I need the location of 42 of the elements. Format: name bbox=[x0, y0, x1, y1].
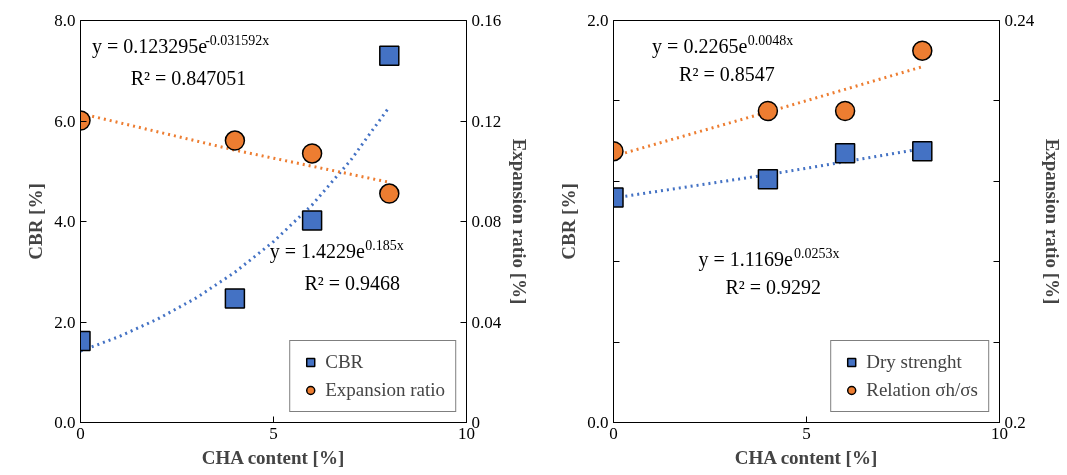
point bbox=[912, 40, 933, 61]
x-tick-label: 0 bbox=[609, 423, 618, 443]
y-tick-label: 0.0 bbox=[54, 413, 76, 432]
x-axis-title: CHA content [%] bbox=[201, 446, 345, 468]
legend-label: CBR bbox=[325, 351, 364, 373]
point bbox=[834, 100, 856, 122]
point bbox=[757, 100, 779, 122]
point bbox=[224, 288, 246, 309]
annotation: R² = 0.8547 bbox=[679, 62, 775, 85]
y-tick-label: 0.0 bbox=[587, 413, 609, 432]
x-axis-title: CHA content [%] bbox=[734, 446, 878, 468]
annotation: R² = 0.9468 bbox=[304, 271, 401, 294]
y2-axis-title: Expansion ratio [%] bbox=[509, 138, 531, 305]
y-tick-label: 2.0 bbox=[54, 312, 76, 332]
y-axis-title: CBR [%] bbox=[25, 183, 47, 260]
point bbox=[301, 143, 323, 164]
point bbox=[224, 130, 246, 151]
y-tick-label: 4.0 bbox=[54, 212, 76, 231]
point bbox=[379, 183, 400, 204]
point bbox=[912, 140, 933, 162]
y2-tick-label: 0.04 bbox=[471, 312, 502, 332]
y-axis-title: CBR [%] bbox=[558, 183, 580, 260]
point bbox=[757, 169, 779, 190]
annotation: R² = 0.9292 bbox=[725, 275, 822, 298]
y-tick-label: 2.0 bbox=[587, 11, 609, 30]
legend-label: Dry strenght bbox=[866, 351, 962, 373]
x-tick-label: 5 bbox=[269, 423, 278, 443]
y-tick-label: 6.0 bbox=[54, 111, 76, 131]
annotation: R² = 0.847051 bbox=[130, 66, 247, 89]
y2-tick-label: 0.08 bbox=[471, 212, 502, 231]
y2-tick-label: 0.16 bbox=[471, 11, 502, 30]
point bbox=[301, 210, 323, 231]
legend-label: Relation σh/σs bbox=[866, 379, 978, 401]
y-tick-label: 8.0 bbox=[54, 11, 76, 30]
legend-label: Expansion ratio bbox=[325, 379, 445, 401]
y2-axis-title: Expansion ratio [%] bbox=[1042, 138, 1064, 305]
point bbox=[834, 142, 856, 164]
x-tick-label: 0 bbox=[76, 423, 85, 443]
y2-tick-label: 0.12 bbox=[471, 111, 502, 131]
x-tick-label: 5 bbox=[802, 423, 811, 443]
point bbox=[379, 45, 400, 66]
y2-tick-label: 0.24 bbox=[1004, 11, 1035, 30]
